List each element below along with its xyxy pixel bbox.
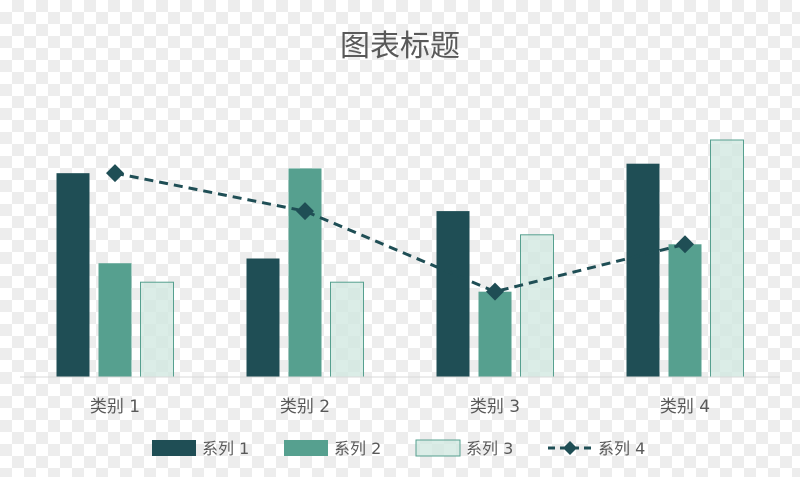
legend-item-系列-3[interactable]: 系列 3 [415,439,513,458]
bar-系列-1-类别-2 [246,258,280,377]
marker-系列-4-类别-4 [676,235,694,254]
bar-系列-2-类别-2 [288,168,322,377]
legend-swatch [284,440,328,456]
x-tick-label: 类别 2 [280,397,330,417]
bar-系列-3-类别-4 [710,139,744,378]
legend-item-系列-2[interactable]: 系列 2 [284,439,381,458]
bar-系列-1-类别-4 [626,163,660,377]
x-tick-label: 类别 3 [470,397,520,417]
bar-系列-1-类别-3 [436,211,470,377]
x-tick-labels: 类别 1 类别 2 类别 3 类别 4 [90,397,710,417]
marker-系列-4-类别-2 [296,202,314,221]
legend-label: 系列 3 [466,439,513,458]
legend-item-系列-4[interactable]: 系列 4 [548,439,645,458]
line-系列-4 [114,171,686,294]
legend-swatch [152,440,196,456]
legend-swatch [415,439,461,457]
x-tick-label: 类别 4 [660,397,710,417]
bar-系列-2-类别-1 [98,263,132,377]
bar-系列-2-类别-4 [668,244,702,377]
legend-label: 系列 2 [334,439,381,458]
legend[interactable]: 系列 1 系列 2 系列 3 系列 4 [152,439,645,458]
bar-系列-1-类别-1 [56,173,90,377]
bar-系列-3-类别-1 [140,281,174,378]
bar-系列-2-类别-3 [478,291,512,377]
marker-系列-4-类别-1 [106,164,124,183]
line-layer [106,164,694,301]
bars-layer [56,139,744,378]
legend-label: 系列 4 [598,439,645,458]
marker-系列-4-类别-3 [486,282,504,301]
chart-title: 图表标题 [340,29,460,64]
legend-swatch-marker [563,441,577,455]
x-tick-label: 类别 1 [90,397,140,417]
legend-item-系列-1[interactable]: 系列 1 [152,439,249,458]
bar-系列-3-类别-2 [330,281,364,378]
bar-系列-3-类别-3 [520,234,554,378]
legend-label: 系列 1 [202,439,249,458]
